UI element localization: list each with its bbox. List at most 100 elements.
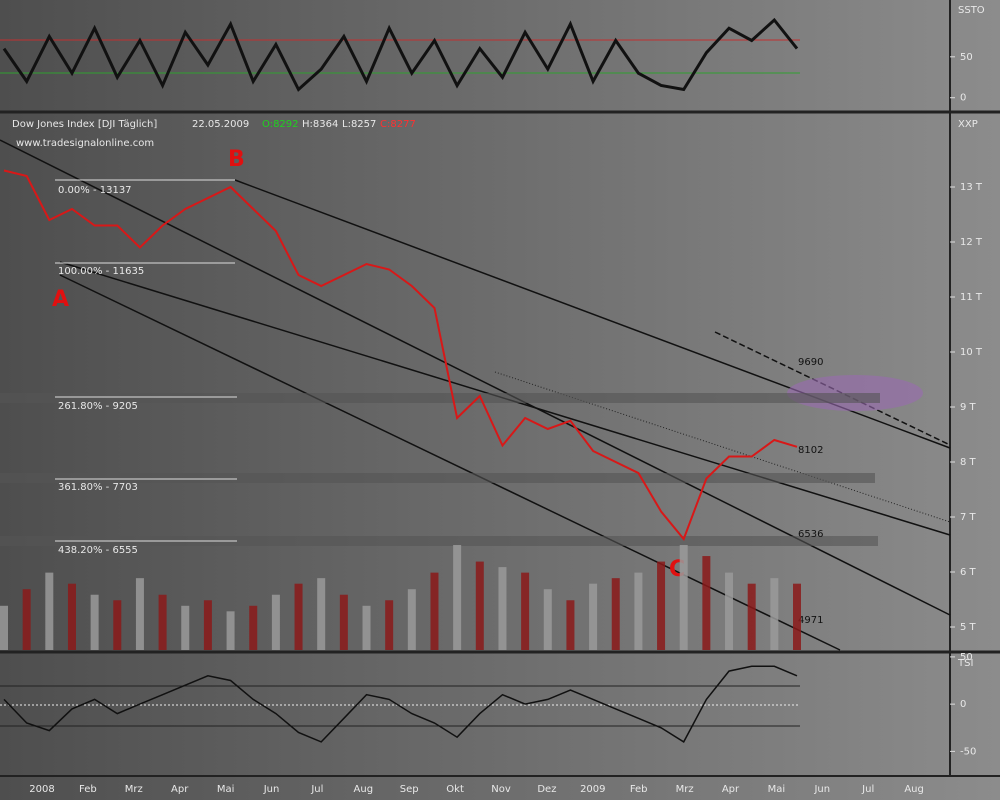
x-tick-label: Jun <box>263 784 280 795</box>
volume-bar <box>498 567 507 650</box>
volume-bar <box>45 572 54 650</box>
fib-lines <box>55 179 237 542</box>
x-tick-label: Nov <box>491 784 511 795</box>
volume-bar <box>589 583 598 650</box>
x-tick-label: Jun <box>813 784 830 795</box>
volume-bar <box>67 583 76 650</box>
volume-bar <box>362 605 371 650</box>
y-tick-label: 5 T <box>960 622 977 633</box>
panel-label: TSI <box>957 658 973 669</box>
volume-bar <box>747 583 756 650</box>
volume-bar <box>793 583 801 650</box>
level-label: 4971 <box>798 615 823 626</box>
volume-bar <box>135 578 144 650</box>
x-tick-label: 2008 <box>29 784 54 795</box>
y-tick-label: 6 T <box>960 567 977 578</box>
volume-bar <box>226 611 235 650</box>
level-label: 9690 <box>798 357 823 368</box>
volume-bar <box>113 600 122 650</box>
volume-bar <box>90 594 99 650</box>
volume-bar <box>407 589 416 650</box>
x-tick-label: Mrz <box>676 784 694 795</box>
volume-bar <box>566 600 575 650</box>
x-tick-label: Mai <box>768 784 786 795</box>
panel-label: SSTO <box>958 5 985 16</box>
point-label: B <box>228 147 245 172</box>
x-tick-label: Apr <box>171 784 189 795</box>
price-line <box>3 169 798 541</box>
volume-bar <box>249 605 258 650</box>
volume-bar <box>0 605 8 650</box>
tsi-line <box>3 665 798 743</box>
x-tick-label: Okt <box>446 784 464 795</box>
x-tick-label: Mai <box>217 784 235 795</box>
volume-bar <box>702 556 711 650</box>
fib-zone <box>0 473 875 483</box>
x-tick-label: Feb <box>79 784 97 795</box>
fib-label: 261.80% - 9205 <box>58 401 138 412</box>
open: O:8292 <box>262 119 299 130</box>
volume-bar <box>453 545 462 650</box>
volume-bar <box>430 572 439 650</box>
x-tick-label: Apr <box>722 784 740 795</box>
volume-bar <box>294 583 303 650</box>
level-label: 8102 <box>798 445 823 456</box>
volume-bar <box>271 594 280 650</box>
y-tick-label: 8 T <box>960 457 977 468</box>
point-label: A <box>52 287 69 312</box>
fib-zones <box>0 393 880 546</box>
y-tick-label: -50 <box>960 746 976 757</box>
volume-bar <box>475 561 484 650</box>
volume-bar <box>725 572 734 650</box>
y-tick-label: 50 <box>960 652 973 663</box>
close: C:8277 <box>380 119 416 130</box>
volume-bar <box>181 605 190 650</box>
x-tick-label: Aug <box>354 784 374 795</box>
fib-zone <box>0 393 880 403</box>
y-tick-label: 10 T <box>960 347 983 358</box>
y-tick-label: 7 T <box>960 512 977 523</box>
volume-bar <box>634 572 643 650</box>
volume-bar <box>657 561 666 650</box>
volume-bar <box>611 578 620 650</box>
level-label: 6536 <box>798 529 823 540</box>
low: L:8257 <box>342 119 376 130</box>
y-tick-label: 9 T <box>960 402 977 413</box>
volume-bar <box>679 545 688 650</box>
stochastic-line <box>2 17 799 92</box>
y-tick-label: 0 <box>960 93 966 104</box>
fib-label: 361.80% - 7703 <box>58 482 138 493</box>
dotted-trend <box>494 371 951 523</box>
x-tick-label: Jul <box>861 784 874 795</box>
volume-bar <box>385 600 394 650</box>
volume-bar <box>521 572 530 650</box>
channel-line <box>0 139 951 616</box>
fib-label: 100.00% - 11635 <box>58 266 144 277</box>
x-tick-label: Mrz <box>125 784 143 795</box>
x-tick-label: Feb <box>630 784 648 795</box>
panel-label: XXP <box>958 119 978 130</box>
volume-bar <box>158 594 167 650</box>
y-tick-label: 13 T <box>960 182 983 193</box>
website: www.tradesignalonline.com <box>16 138 154 149</box>
volume-bar <box>203 600 212 650</box>
fib-label: 438.20% - 6555 <box>58 545 138 556</box>
x-tick-label: Dez <box>537 784 556 795</box>
y-tick-label: 0 <box>960 699 966 710</box>
symbol-title: Dow Jones Index [DJI Täglich] <box>12 119 157 130</box>
volume-bar <box>543 589 552 650</box>
volume-bar <box>770 578 779 650</box>
volume-bar <box>22 589 31 650</box>
x-tick-label: Sep <box>400 784 419 795</box>
x-tick-label: Jul <box>310 784 323 795</box>
volume-bar <box>339 594 348 650</box>
x-tick-label: Aug <box>904 784 924 795</box>
fib-label: 0.00% - 13137 <box>58 185 132 196</box>
volume-bar <box>317 578 326 650</box>
x-tick-label: 2009 <box>580 784 605 795</box>
high: H:8364 <box>302 119 338 130</box>
fib-zone <box>0 536 878 546</box>
y-tick-label: 11 T <box>960 292 983 303</box>
